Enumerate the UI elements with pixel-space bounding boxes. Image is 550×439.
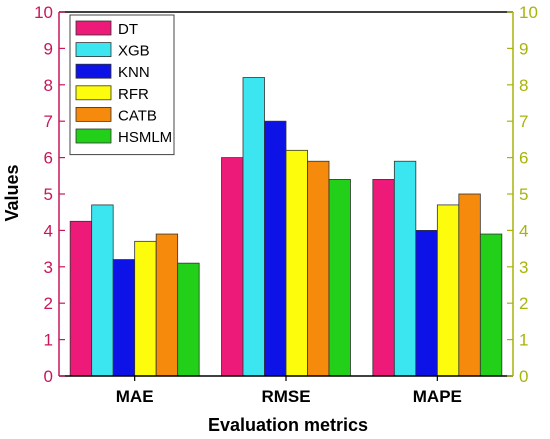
axes-group: 0 0 1 1 2 2 3 3 4 4 5 5 6 6 7 7 8 8 9 9 10 10 MAE RMSE MAPE (34, 3, 538, 406)
bar-hsmlm-mape (479, 233, 503, 377)
legend-swatch-hsmlm (75, 128, 112, 144)
right-tick-label: 8 (519, 76, 528, 95)
legend-label-catb: CATB (118, 107, 157, 124)
right-tick-label: 1 (519, 331, 528, 350)
left-tick-label: 3 (44, 258, 53, 277)
legend-label-knn: KNN (118, 64, 150, 81)
legend-swatch-knn (75, 63, 112, 79)
legend-label-hsmlm: HSMLM (118, 129, 172, 146)
bar-catb-mape (458, 193, 481, 377)
y-axis-title: Values (2, 164, 22, 221)
left-tick-label: 4 (44, 221, 53, 240)
bar-knn-rmse (264, 120, 287, 377)
bar-hsmlm-rmse (328, 179, 351, 377)
right-tick-label: 5 (519, 185, 528, 204)
right-tick-label: 10 (519, 3, 538, 22)
right-tick-label: 3 (519, 258, 528, 277)
bar-xgb-rmse (242, 77, 265, 377)
legend-label-xgb: XGB (118, 43, 150, 60)
bar-xgb-mae (91, 204, 114, 377)
legend-swatch-catb (75, 107, 112, 122)
bar-dt-rmse (221, 157, 244, 377)
left-tick-label: 1 (44, 331, 53, 350)
bar-dt-mape (372, 179, 395, 377)
legend-swatch-rfr (75, 85, 112, 101)
right-tick-label: 7 (519, 112, 528, 131)
left-tick-label: 7 (44, 112, 53, 131)
left-tick-label: 5 (44, 185, 53, 204)
bar-dt-mae (69, 220, 93, 377)
legend-swatch-dt (75, 20, 112, 36)
x-tick-label-rmse: RMSE (261, 387, 310, 406)
right-tick-label: 2 (519, 294, 528, 313)
x-tick-label-mae: MAE (116, 387, 154, 406)
bars-group (69, 77, 503, 377)
bar-xgb-mape (393, 160, 417, 377)
bar-catb-rmse (307, 160, 330, 377)
left-tick-label: 9 (44, 39, 53, 58)
left-tick-label: 0 (44, 367, 53, 386)
x-tick-label-mape: MAPE (413, 387, 462, 406)
right-tick-label: 4 (519, 221, 528, 240)
legend-label-dt: DT (118, 21, 138, 38)
bar-knn-mape (415, 229, 438, 377)
right-tick-label: 6 (519, 149, 528, 168)
bar-catb-mae (155, 233, 179, 377)
legend-swatch-xgb (75, 42, 112, 57)
legend: DT XGB KNN RFR CATB HSMLM (69, 14, 175, 156)
bar-rfr-mape (436, 204, 460, 377)
right-tick-label: 0 (519, 367, 528, 386)
bar-knn-mae (112, 259, 136, 377)
legend-label-rfr: RFR (118, 86, 149, 103)
left-tick-label: 2 (44, 294, 53, 313)
right-tick-label: 9 (519, 39, 528, 58)
left-tick-label: 10 (34, 3, 53, 22)
left-tick-label: 8 (44, 76, 53, 95)
bar-hsmlm-mae (177, 262, 200, 377)
bar-rfr-rmse (285, 149, 308, 377)
left-tick-label: 6 (44, 149, 53, 168)
x-axis-title: Evaluation metrics (208, 415, 368, 435)
bar-rfr-mae (134, 240, 157, 377)
